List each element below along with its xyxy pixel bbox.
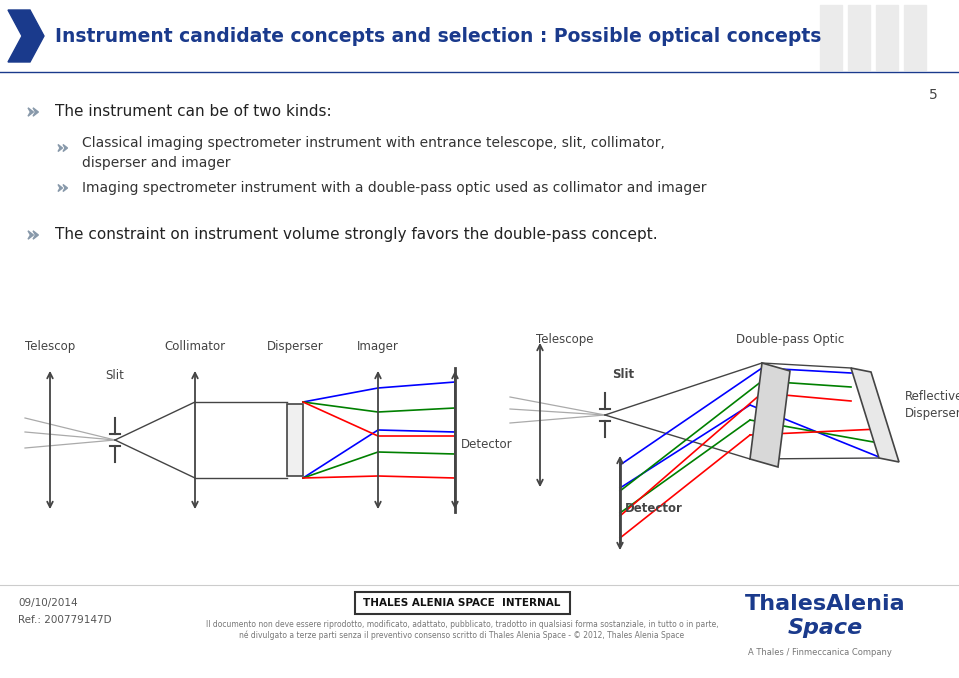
Text: Collimator: Collimator [164, 340, 225, 353]
Text: The constraint on instrument volume strongly favors the double-pass concept.: The constraint on instrument volume stro… [55, 228, 658, 243]
Polygon shape [33, 108, 38, 116]
Text: Reflective
Disperser: Reflective Disperser [905, 389, 959, 420]
Polygon shape [28, 231, 34, 239]
Text: A Thales / Finmeccanica Company: A Thales / Finmeccanica Company [748, 648, 892, 657]
Text: 09/10/2014: 09/10/2014 [18, 598, 78, 608]
Bar [355, 592, 570, 614]
Text: Telescope: Telescope [536, 333, 594, 346]
Polygon shape [851, 368, 899, 462]
Polygon shape [750, 363, 790, 467]
Text: ThalesAlenia: ThalesAlenia [745, 594, 905, 614]
Text: Detector: Detector [461, 439, 513, 452]
Text: Imager: Imager [357, 340, 399, 353]
Text: The instrument can be of two kinds:: The instrument can be of two kinds: [55, 104, 332, 119]
Text: Space: Space [788, 618, 863, 638]
Text: Imaging spectrometer instrument with a double-pass optic used as collimator and : Imaging spectrometer instrument with a d… [82, 181, 707, 195]
Text: Telescop: Telescop [25, 340, 75, 353]
Polygon shape [8, 10, 44, 62]
Text: Detector: Detector [625, 502, 683, 515]
Polygon shape [904, 5, 926, 70]
Polygon shape [63, 184, 67, 191]
Polygon shape [28, 108, 34, 116]
Text: disperser and imager: disperser and imager [82, 156, 230, 170]
Text: Slit: Slit [612, 368, 634, 381]
Text: 5: 5 [929, 88, 938, 102]
Polygon shape [33, 231, 38, 239]
Text: Classical imaging spectrometer instrument with entrance telescope, slit, collima: Classical imaging spectrometer instrumen… [82, 136, 665, 150]
Text: Double-pass Optic: Double-pass Optic [736, 333, 844, 346]
Polygon shape [63, 144, 67, 151]
Polygon shape [876, 5, 898, 70]
Bar [287, 404, 303, 476]
Text: Instrument candidate concepts and selection : Possible optical concepts: Instrument candidate concepts and select… [55, 26, 821, 45]
Polygon shape [58, 144, 62, 151]
Polygon shape [848, 5, 870, 70]
Polygon shape [58, 184, 62, 191]
Text: né divulgato a terze parti senza il preventivo consenso scritto di Thales Alenia: né divulgato a terze parti senza il prev… [240, 630, 685, 639]
Polygon shape [820, 5, 842, 70]
Text: Disperser: Disperser [267, 340, 323, 353]
Text: Il documento non deve essere riprodotto, modificato, adattato, pubblicato, trado: Il documento non deve essere riprodotto,… [205, 620, 718, 629]
Text: Slit: Slit [105, 369, 125, 382]
Text: THALES ALENIA SPACE  INTERNAL: THALES ALENIA SPACE INTERNAL [363, 598, 561, 608]
Text: Ref.: 200779147D: Ref.: 200779147D [18, 615, 111, 625]
